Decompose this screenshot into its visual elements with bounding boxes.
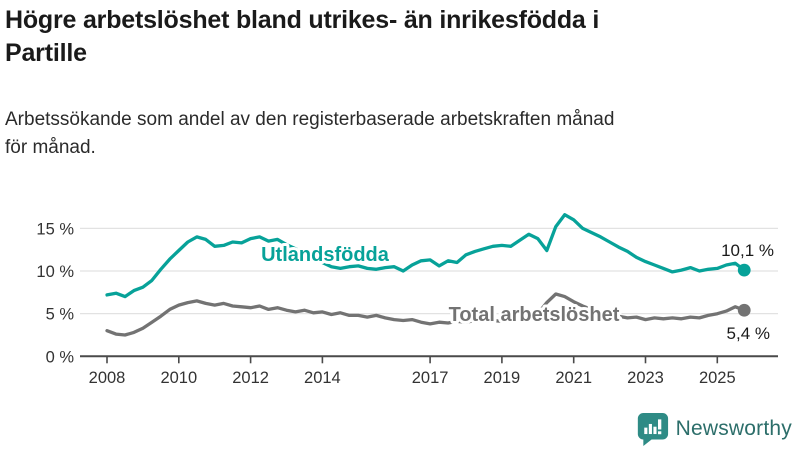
- x-axis-tick-label: 2010: [160, 369, 197, 387]
- newsworthy-logo-icon: [637, 412, 668, 446]
- series-end-dot-total: [737, 303, 751, 317]
- newsworthy-logo[interactable]: Newsworthy: [636, 410, 792, 448]
- series-end-value-label: 10,1 %: [721, 241, 774, 260]
- series-line-total: [105, 292, 746, 337]
- series-end-dot-utlandsfodda: [737, 263, 751, 277]
- y-axis-tick-label: 15 %: [36, 220, 74, 238]
- y-axis-tick-label: 5 %: [46, 306, 75, 324]
- x-axis-tick-label: 2021: [555, 369, 592, 387]
- title-line-2: Partille: [5, 38, 87, 67]
- subtitle-line-2: för månad.: [5, 136, 96, 158]
- subtitle-line-1: Arbetssökande som andel av den registerb…: [5, 109, 615, 130]
- x-axis-tick-label: 2012: [232, 369, 269, 387]
- page-title: Högre arbetslöshet bland utrikes- än inr…: [5, 4, 775, 69]
- x-axis-tick-label: 2025: [699, 369, 736, 387]
- x-axis-tick-label: 2023: [627, 369, 664, 387]
- series-label-utlandsfodda: Utlandsfödda: [261, 244, 390, 266]
- x-axis-tick-label: 2008: [89, 369, 126, 387]
- series-label-total: Total arbetslöshet: [449, 304, 620, 326]
- newsworthy-logo-text: Newsworthy: [675, 417, 792, 440]
- x-axis-tick-label: 2019: [484, 369, 521, 387]
- x-axis-tick-label: 2014: [304, 369, 341, 387]
- series-end-value-label: 5,4 %: [727, 324, 770, 343]
- chart-subtitle: Arbetssökande som andel av den registerb…: [5, 106, 795, 161]
- title-line-1: Högre arbetslöshet bland utrikes- än inr…: [5, 6, 600, 34]
- series-line-utlandsfodda: [105, 213, 746, 299]
- y-axis-tick-label: 10 %: [36, 263, 74, 281]
- x-axis-tick-label: 2017: [412, 369, 449, 387]
- y-axis-tick-label: 0 %: [46, 348, 75, 366]
